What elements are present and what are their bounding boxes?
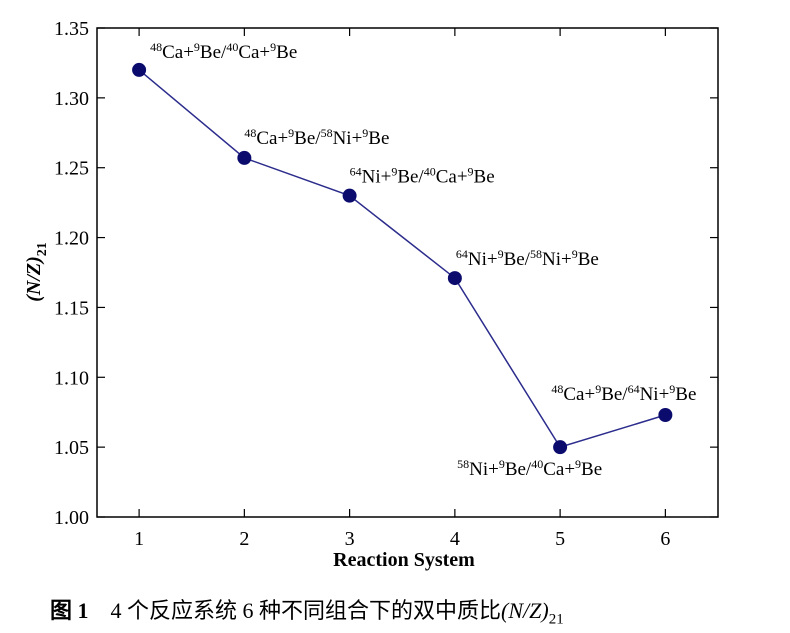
point-label-6-part-0: 48	[551, 382, 563, 396]
point-label-1: 48Ca+9Be/40Ca+9Be	[150, 40, 297, 63]
caption-subscript: 21	[548, 611, 564, 628]
figure-number: 图 1	[50, 598, 89, 623]
y-tick-label-5: 1.25	[54, 158, 89, 180]
point-label-5-part-2: 9	[499, 457, 505, 471]
point-label-5-part-6: 9	[575, 457, 581, 471]
data-point-1	[132, 62, 147, 77]
point-label-2-part-6: 9	[362, 126, 368, 140]
point-labels-layer: 48Ca+9Be/40Ca+9Be48Ca+9Be/58Ni+9Be64Ni+9…	[150, 40, 696, 480]
point-label-1-part-0: 48	[150, 40, 162, 54]
y-tick-label-6: 1.30	[54, 88, 89, 110]
chart: 1.00 1.05 1.10 1.15 1.20 1.25 1.30 1.35 1 2 3 4 5 6 4…	[23, 18, 719, 571]
point-label-1-part-7: Be	[276, 42, 297, 63]
y-axis-title-main: (N/Z)	[23, 256, 45, 302]
point-label-4-part-6: 9	[572, 247, 578, 261]
point-label-2: 48Ca+9Be/58Ni+9Be	[244, 126, 389, 149]
point-label-2-part-0: 48	[244, 126, 256, 140]
point-label-3-part-7: Be	[474, 167, 495, 188]
y-tick-label-3: 1.15	[54, 297, 89, 319]
series-line	[138, 69, 666, 449]
y-tick-label-4: 1.20	[54, 228, 89, 250]
point-label-2-part-2: 9	[288, 126, 294, 140]
point-label-3: 64Ni+9Be/40Ca+9Be	[350, 165, 495, 188]
y-tick-label-7: 1.35	[54, 18, 89, 40]
x-tick-label-3: 4	[450, 528, 460, 550]
point-label-4-part-2: 9	[498, 247, 504, 261]
x-axis-title: Reaction System	[333, 549, 475, 571]
figure-caption: 图 1 4 个反应系统 6 种不同组合下的双中质比(N/Z)21	[50, 593, 564, 628]
y-tick-label-0: 1.00	[54, 507, 89, 529]
point-label-6-part-5: Ni+	[640, 384, 670, 405]
x-tick-label-1: 2	[239, 528, 249, 550]
point-label-4-part-7: Be	[578, 249, 599, 270]
point-label-3-part-6: 9	[468, 165, 474, 179]
point-label-5-part-3: Be/	[505, 459, 532, 480]
point-label-6-part-7: Be	[675, 384, 696, 405]
point-label-2-part-7: Be	[368, 128, 389, 149]
point-label-5-part-7: Be	[581, 459, 602, 480]
data-point-3	[342, 188, 357, 203]
x-tick-label-0: 1	[134, 528, 144, 550]
point-label-6-part-4: 64	[628, 382, 640, 396]
point-label-5-part-0: 58	[457, 457, 469, 471]
point-label-6-part-6: 9	[669, 382, 675, 396]
point-label-3-part-0: 64	[350, 165, 362, 179]
data-point-5	[553, 440, 568, 455]
point-label-3-part-2: 9	[391, 165, 397, 179]
point-label-6: 48Ca+9Be/64Ni+9Be	[551, 382, 696, 405]
point-label-4: 64Ni+9Be/58Ni+9Be	[456, 247, 599, 270]
point-label-2-part-5: Ni+	[333, 128, 363, 149]
point-label-3-part-1: Ni+	[362, 167, 392, 188]
point-label-4-part-0: 64	[456, 247, 468, 261]
data-point-6	[658, 408, 673, 423]
x-tick-label-2: 3	[345, 528, 355, 550]
point-label-6-part-2: 9	[595, 382, 601, 396]
y-axis-title-sub: 21	[35, 242, 50, 256]
data-point-2	[237, 150, 252, 165]
point-label-2-part-4: 58	[321, 126, 333, 140]
point-label-5-part-1: Ni+	[469, 459, 499, 480]
point-label-4-part-3: Be/	[504, 249, 531, 270]
caption-symbol: (N/Z)	[501, 598, 549, 623]
point-label-2-part-1: Ca+	[256, 128, 288, 149]
y-tick-label-1: 1.05	[54, 437, 89, 459]
point-label-5: 58Ni+9Be/40Ca+9Be	[457, 457, 602, 480]
point-label-4-part-5: Ni+	[542, 249, 572, 270]
caption-text: 4 个反应系统 6 种不同组合下的双中质比	[110, 598, 502, 623]
point-label-4-part-4: 58	[530, 247, 542, 261]
point-label-1-part-6: 9	[270, 40, 276, 54]
point-label-1-part-3: Be/	[200, 42, 227, 63]
point-label-5-part-5: Ca+	[543, 459, 575, 480]
point-label-3-part-4: 40	[424, 165, 436, 179]
point-label-6-part-3: Be/	[601, 384, 628, 405]
point-label-4-part-1: Ni+	[468, 249, 498, 270]
point-label-1-part-4: 40	[226, 40, 238, 54]
y-axis-title: (N/Z)21	[23, 242, 50, 302]
x-tick-label-5: 6	[660, 528, 670, 550]
point-label-3-part-3: Be/	[397, 167, 424, 188]
point-label-6-part-1: Ca+	[563, 384, 595, 405]
point-label-5-part-4: 40	[531, 457, 543, 471]
x-tick-label-4: 5	[555, 528, 565, 550]
points-layer	[132, 62, 673, 455]
y-tick-label-2: 1.10	[54, 367, 89, 389]
data-point-4	[447, 271, 462, 286]
point-label-1-part-2: 9	[194, 40, 200, 54]
point-label-1-part-1: Ca+	[162, 42, 194, 63]
ticks-layer: 1.00 1.05 1.10 1.15 1.20 1.25 1.30 1.35 1 2 3 4 5 6	[54, 18, 718, 550]
plot-frame	[96, 27, 719, 518]
point-label-3-part-5: Ca+	[436, 167, 468, 188]
point-label-1-part-5: Ca+	[238, 42, 270, 63]
point-label-2-part-3: Be/	[294, 128, 321, 149]
